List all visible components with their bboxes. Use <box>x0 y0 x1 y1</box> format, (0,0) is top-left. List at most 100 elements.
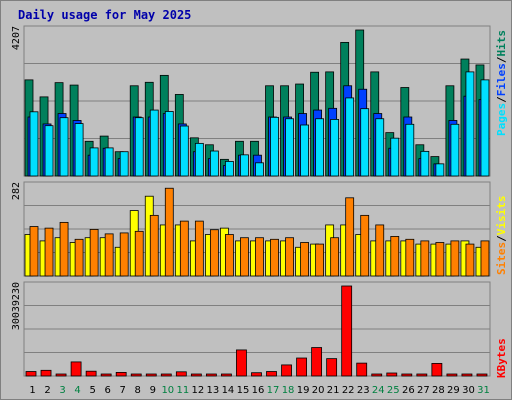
bar-kbytes-day-26 <box>401 373 413 377</box>
bar-pages-day-21 <box>330 119 340 177</box>
bar-kbytes-day-2 <box>40 369 52 377</box>
bar-sites-day-27 <box>420 240 430 277</box>
legend-item-0-0: Pages <box>495 103 508 136</box>
bar-kbytes-day-8 <box>130 373 142 377</box>
x-tick-label-1: 1 <box>29 385 35 396</box>
bar-sites-day-6 <box>104 233 114 277</box>
bar-pages-day-31 <box>480 79 490 177</box>
bar-kbytes-day-9 <box>145 373 157 377</box>
x-tick-label-14: 14 <box>222 385 235 396</box>
bar-sites-day-9 <box>149 214 159 277</box>
bar-kbytes-day-25 <box>386 372 398 377</box>
bar-sites-day-29 <box>450 240 460 277</box>
legend-item-0-4: Hits <box>495 30 508 57</box>
bar-pages-day-13 <box>209 150 219 177</box>
bar-sites-day-10 <box>164 187 174 277</box>
bar-kbytes-day-13 <box>205 373 217 377</box>
bar-sites-day-13 <box>209 229 219 277</box>
bar-pages-day-9 <box>149 109 159 177</box>
bar-kbytes-day-24 <box>371 373 383 377</box>
x-tick-label-24: 24 <box>372 385 385 396</box>
ymax-label-sites: 282 <box>11 182 22 200</box>
bar-sites-day-19 <box>300 242 309 277</box>
x-tick-label-10: 10 <box>161 385 174 396</box>
bar-kbytes-day-20 <box>311 347 323 377</box>
bar-pages-day-18 <box>285 118 294 177</box>
legend-kbytes: KBytes <box>495 338 508 378</box>
bar-kbytes-day-10 <box>160 373 172 377</box>
bar-sites-day-3 <box>59 221 69 277</box>
bar-sites-day-25 <box>390 236 400 277</box>
bar-pages-day-1 <box>29 111 39 177</box>
bar-kbytes-day-1 <box>25 371 37 377</box>
bar-pages-day-11 <box>179 125 189 177</box>
bar-kbytes-day-15 <box>236 349 247 377</box>
legend-sites-visits: Sites/Visits <box>495 196 508 276</box>
bar-pages-day-22 <box>345 97 355 177</box>
bar-pages-day-12 <box>194 142 204 177</box>
ymax-label-hits: 4207 <box>11 26 22 50</box>
bar-pages-day-26 <box>405 123 415 177</box>
bar-pages-day-16 <box>255 162 264 177</box>
bar-sites-day-14 <box>225 234 234 277</box>
x-tick-label-21: 21 <box>327 385 340 396</box>
bar-pages-day-4 <box>74 123 84 177</box>
bar-pages-day-19 <box>300 124 309 177</box>
bar-kbytes-day-21 <box>326 358 338 377</box>
x-tick-label-25: 25 <box>387 385 400 396</box>
bar-kbytes-day-4 <box>70 361 82 377</box>
bar-sites-day-2 <box>44 227 54 277</box>
legend-item-2-0: KBytes <box>495 338 508 378</box>
x-tick-label-9: 9 <box>150 385 156 396</box>
bar-sites-day-24 <box>375 224 385 277</box>
legend-item-1-2: Visits <box>495 196 508 236</box>
bar-pages-day-2 <box>44 125 54 177</box>
legend-item-1-0: Sites <box>495 242 508 275</box>
bar-pages-day-25 <box>390 137 400 177</box>
bar-kbytes-day-18 <box>281 364 292 377</box>
bar-kbytes-day-27 <box>416 373 428 377</box>
bar-sites-day-26 <box>405 238 415 277</box>
bar-sites-day-11 <box>179 220 189 277</box>
bar-kbytes-day-12 <box>190 373 202 377</box>
ymax-label-kbytes: 30039230 <box>11 282 22 330</box>
x-tick-label-8: 8 <box>135 385 141 396</box>
x-tick-label-19: 19 <box>297 385 310 396</box>
x-tick-label-20: 20 <box>312 385 325 396</box>
x-tick-label-5: 5 <box>89 385 95 396</box>
bar-sites-day-20 <box>315 243 325 277</box>
x-tick-label-18: 18 <box>282 385 295 396</box>
legend-item-1-1: / <box>495 235 508 242</box>
x-tick-label-16: 16 <box>252 385 265 396</box>
bar-sites-day-4 <box>74 238 84 277</box>
x-tick-label-11: 11 <box>176 385 189 396</box>
bar-kbytes-day-17 <box>266 371 277 377</box>
bar-sites-day-23 <box>360 214 370 277</box>
bar-kbytes-day-7 <box>115 372 127 377</box>
bar-pages-day-5 <box>89 147 99 177</box>
bar-kbytes-day-19 <box>296 357 307 377</box>
bar-pages-day-29 <box>450 123 460 177</box>
bar-kbytes-day-3 <box>55 373 67 377</box>
bar-pages-day-23 <box>360 108 370 177</box>
legend-item-0-2: Files <box>495 63 508 96</box>
x-tick-label-7: 7 <box>120 385 126 396</box>
bar-sites-day-28 <box>435 242 445 277</box>
x-tick-label-23: 23 <box>357 385 370 396</box>
bar-pages-day-10 <box>164 111 174 177</box>
x-tick-label-17: 17 <box>267 385 280 396</box>
bar-sites-day-1 <box>29 226 39 277</box>
bar-sites-day-8 <box>134 230 144 277</box>
bar-kbytes-day-11 <box>175 371 187 377</box>
bar-pages-day-7 <box>119 151 129 177</box>
bar-sites-day-21 <box>330 237 340 277</box>
x-tick-label-6: 6 <box>104 385 110 396</box>
x-tick-label-26: 26 <box>402 385 415 396</box>
bar-kbytes-day-28 <box>431 363 443 377</box>
bar-kbytes-day-6 <box>100 373 112 377</box>
bar-kbytes-day-23 <box>356 362 368 377</box>
bar-pages-day-24 <box>375 118 385 177</box>
bar-sites-day-15 <box>240 237 249 277</box>
x-tick-label-12: 12 <box>192 385 205 396</box>
